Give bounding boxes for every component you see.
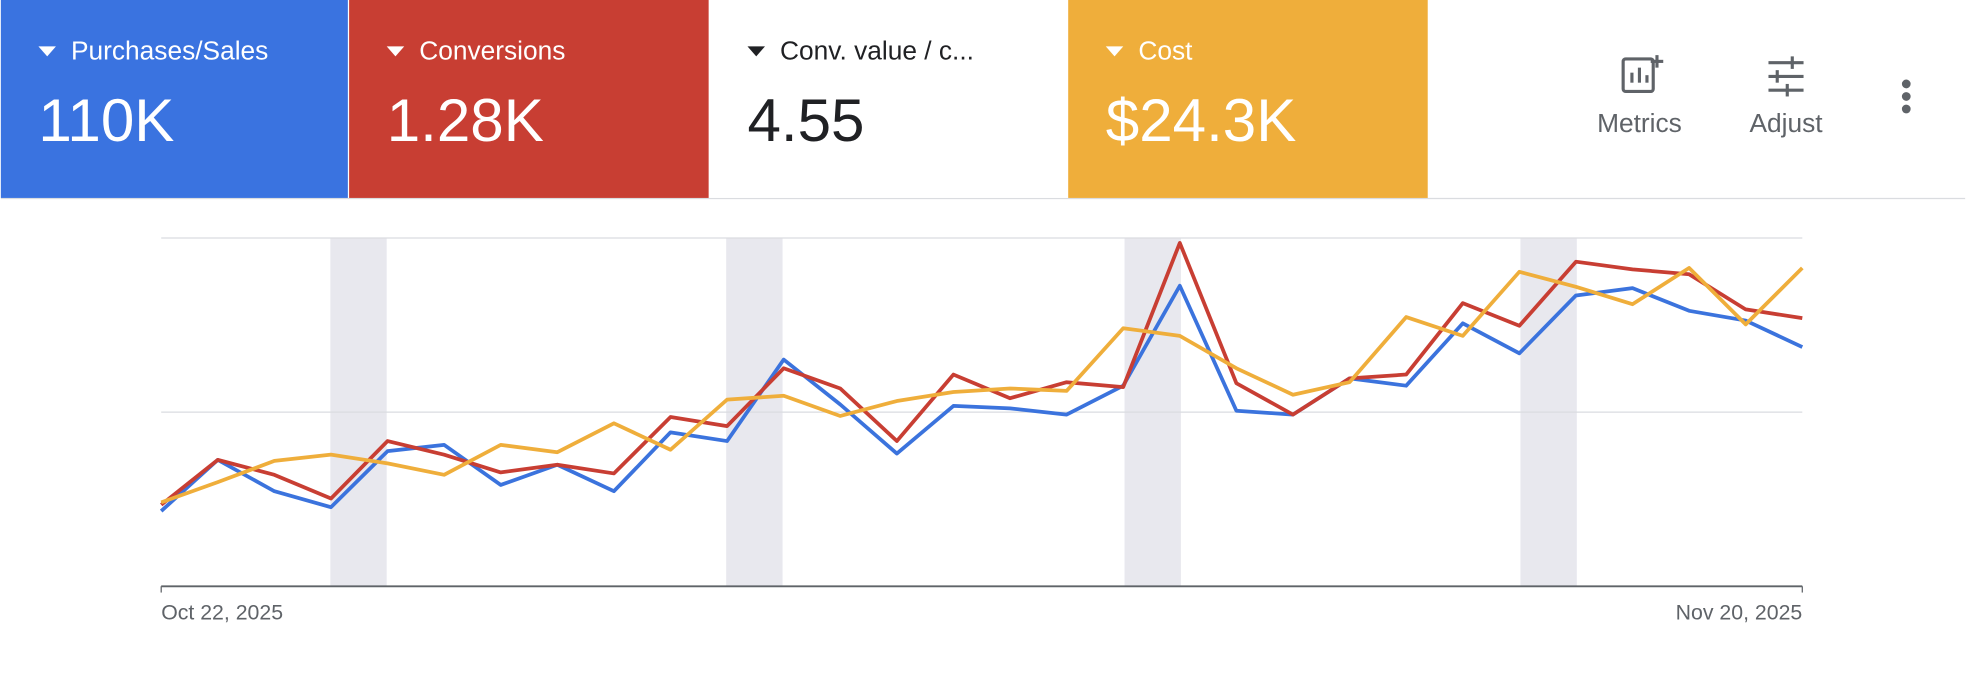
metrics-button[interactable]: Metrics xyxy=(1597,55,1682,138)
adjust-label: Adjust xyxy=(1749,108,1823,138)
dropdown-arrow xyxy=(38,46,56,57)
metrics-label: Metrics xyxy=(1597,108,1682,138)
tile-label: Conversions xyxy=(419,36,565,66)
tile-label: Conv. value / c... xyxy=(780,36,974,66)
x-tick-label: Nov 20, 2025 xyxy=(1676,600,1803,624)
menu-dot xyxy=(1901,92,1911,101)
menu-dot xyxy=(1901,104,1911,114)
menu-dot xyxy=(1901,79,1911,89)
dropdown-arrow xyxy=(747,46,766,57)
tile-value: 4.55 xyxy=(747,87,864,154)
series-line xyxy=(160,266,1804,505)
dropdown-arrow xyxy=(386,46,405,57)
series-line xyxy=(159,283,1804,513)
tile-value: $24.3K xyxy=(1106,87,1297,154)
metrics-icon xyxy=(1621,57,1655,94)
metric-tile[interactable]: Conv. value / c... 4.55 xyxy=(709,0,1070,198)
tile-background xyxy=(0,0,348,198)
x-tick-label: Oct 22, 2025 xyxy=(161,600,283,624)
tile-label: Purchases/Sales xyxy=(71,36,268,66)
tile-background xyxy=(709,0,1070,198)
tile-background xyxy=(1068,0,1428,198)
tile-label: Cost xyxy=(1138,36,1193,66)
more-menu[interactable] xyxy=(1901,79,1911,114)
metric-tile[interactable]: Conversions 1.28K xyxy=(349,0,709,198)
metric-tile[interactable]: Purchases/Sales 110K xyxy=(0,0,348,198)
dropdown-arrow xyxy=(1105,46,1124,57)
tile-background xyxy=(349,0,709,198)
adjust-button[interactable]: Adjust xyxy=(1749,56,1823,138)
tile-value: 110K xyxy=(38,87,174,154)
metric-tile[interactable]: Cost $24.3K xyxy=(1068,0,1428,198)
series-line xyxy=(160,241,1803,507)
tile-value: 1.28K xyxy=(387,87,544,154)
